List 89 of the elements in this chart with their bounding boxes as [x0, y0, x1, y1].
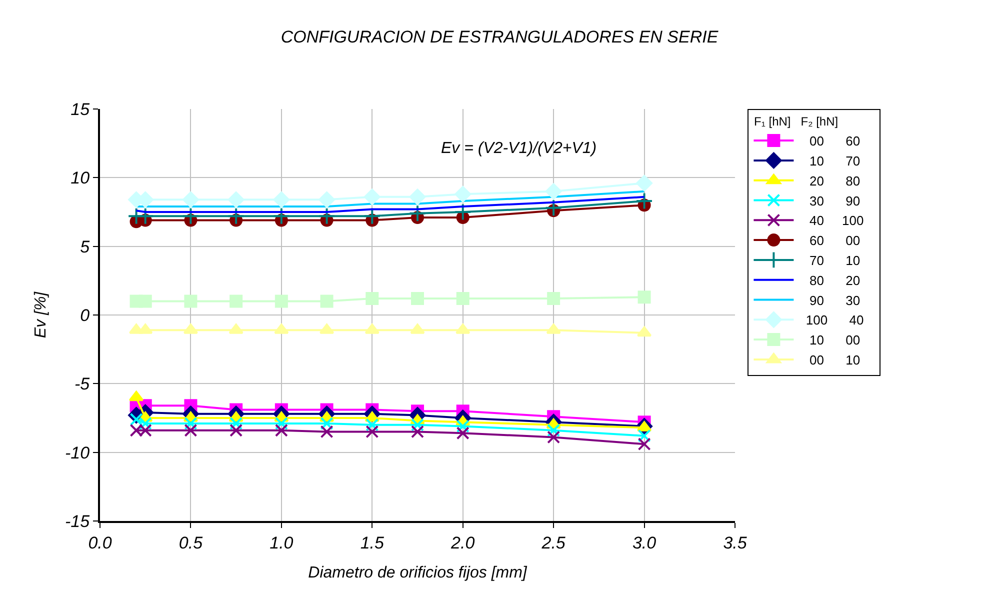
point	[138, 324, 153, 334]
x-tick-label: 1.0	[270, 533, 294, 552]
legend-label: 00 10	[798, 352, 871, 368]
legend-label: 10 70	[798, 154, 871, 169]
legend-label: 20 80	[798, 173, 871, 188]
point	[318, 191, 335, 208]
legend-label: 30 90	[798, 193, 871, 208]
y-tick-label: -5	[74, 374, 90, 394]
legend-title: F₁ [hN] F₂ [hN]	[750, 114, 845, 129]
y-tick-label: -15	[65, 512, 90, 531]
point	[184, 424, 198, 437]
point	[182, 207, 200, 225]
x-axis-title: Diametro de orificios fijos [mm]	[308, 564, 528, 582]
point	[318, 207, 336, 225]
x-tick-label: 1.5	[360, 533, 384, 552]
point	[408, 204, 426, 222]
point	[638, 438, 651, 451]
point	[638, 429, 651, 442]
point	[273, 191, 290, 208]
annotation: Ev = (V2-V1)/(V2+V1)	[441, 140, 597, 157]
point	[638, 290, 651, 304]
point	[454, 203, 472, 221]
x-tick-label: 2.5	[540, 533, 566, 552]
point	[230, 294, 243, 308]
point	[272, 207, 290, 225]
y-axis-title: Ev [%]	[32, 291, 50, 338]
line-series	[135, 196, 646, 213]
y-tick-label: 15	[70, 100, 90, 119]
point	[274, 416, 288, 430]
point	[409, 188, 426, 206]
point	[547, 292, 560, 306]
legend-label: 90 30	[798, 292, 871, 308]
point	[456, 324, 470, 334]
point	[138, 416, 152, 430]
chart-title: CONFIGURACION DE ESTRANGULADORES EN SERIE	[280, 28, 719, 47]
point	[274, 324, 289, 334]
point	[184, 294, 198, 308]
x-tick-label: 0.5	[178, 533, 204, 552]
point	[366, 292, 379, 306]
point	[546, 324, 561, 334]
x-tick-label: 3.0	[632, 533, 657, 552]
point	[230, 424, 243, 437]
point	[411, 292, 424, 306]
point	[130, 412, 143, 426]
point	[545, 183, 562, 200]
point	[547, 424, 560, 437]
point	[547, 430, 560, 444]
point	[456, 420, 470, 433]
point	[138, 294, 152, 308]
legend-label: 70 10	[798, 253, 871, 268]
point	[182, 191, 199, 208]
x-tick-label: 3.5	[723, 533, 748, 552]
x-tick-label: 0.0	[88, 533, 112, 552]
point	[411, 425, 424, 438]
legend-label: 80 20	[798, 272, 871, 288]
point	[364, 324, 380, 334]
point	[410, 324, 425, 334]
point	[228, 324, 244, 334]
y-tick-label: 5	[80, 237, 90, 256]
point	[366, 418, 379, 432]
point	[320, 425, 334, 438]
point	[274, 424, 288, 437]
legend-label: 100 40	[798, 312, 875, 328]
point	[230, 416, 243, 430]
point	[228, 191, 244, 208]
point	[636, 175, 652, 192]
point	[411, 418, 424, 432]
point	[274, 294, 288, 308]
point	[227, 207, 245, 225]
point	[320, 416, 334, 430]
point	[636, 192, 653, 210]
legend-label: 40 100	[798, 213, 875, 228]
legend-label: 00 60	[798, 134, 871, 149]
legend-label: 10 00	[798, 332, 871, 348]
point	[456, 292, 470, 306]
y-tick-label: -10	[65, 443, 90, 462]
point	[184, 416, 198, 430]
point	[454, 186, 472, 202]
point	[366, 425, 379, 438]
point	[636, 326, 652, 337]
y-tick-label: 10	[70, 168, 90, 188]
point	[544, 199, 562, 217]
y-tick-label: 0	[80, 306, 90, 325]
legend-label: 60 00	[798, 233, 871, 248]
point	[320, 294, 334, 308]
point	[128, 390, 144, 402]
point	[364, 188, 380, 206]
x-tick-label: 2.0	[450, 533, 476, 552]
point	[456, 426, 470, 440]
